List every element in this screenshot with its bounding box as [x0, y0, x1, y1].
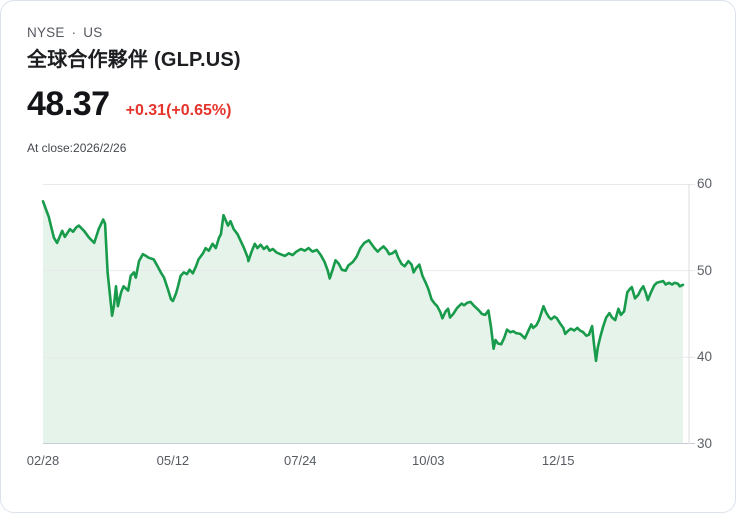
price-area-fill: [43, 201, 683, 444]
stock-title: 全球合作夥伴 (GLP.US): [27, 49, 241, 71]
price-row: 48.37 +0.31(+0.65%): [27, 85, 231, 124]
y-axis-label-50: 50: [697, 262, 713, 278]
exchange-row: NYSE · US: [27, 25, 102, 40]
y-axis-label-30: 30: [697, 436, 713, 451]
price-value: 48.37: [27, 85, 110, 123]
y-axis-labels: 60 50 40 30: [697, 176, 735, 451]
price-line: [41, 200, 685, 363]
x-axis-labels: 02/28 05/12 07/24 10/03 12/15: [27, 453, 683, 471]
plot-area[interactable]: [41, 184, 695, 444]
x-axis-label-07-24: 07/24: [283, 453, 317, 468]
y-axis-label-40: 40: [697, 349, 713, 365]
price-change: +0.31(+0.65%): [125, 102, 232, 119]
region-label: US: [83, 25, 103, 40]
exchange-label: NYSE: [27, 25, 65, 40]
y-axis-label-60: 60: [697, 176, 713, 191]
price-line-chart[interactable]: [41, 184, 695, 444]
x-axis-label-05-12: 05/12: [156, 453, 190, 468]
x-axis-label-12-15: 12/15: [541, 453, 575, 468]
x-axis-label-02-28: 02/28: [26, 453, 60, 468]
x-axis-label-10-03: 10/03: [411, 453, 445, 468]
close-info: At close:2026/2/26: [27, 141, 127, 155]
separator-dot-icon: ·: [71, 25, 77, 40]
